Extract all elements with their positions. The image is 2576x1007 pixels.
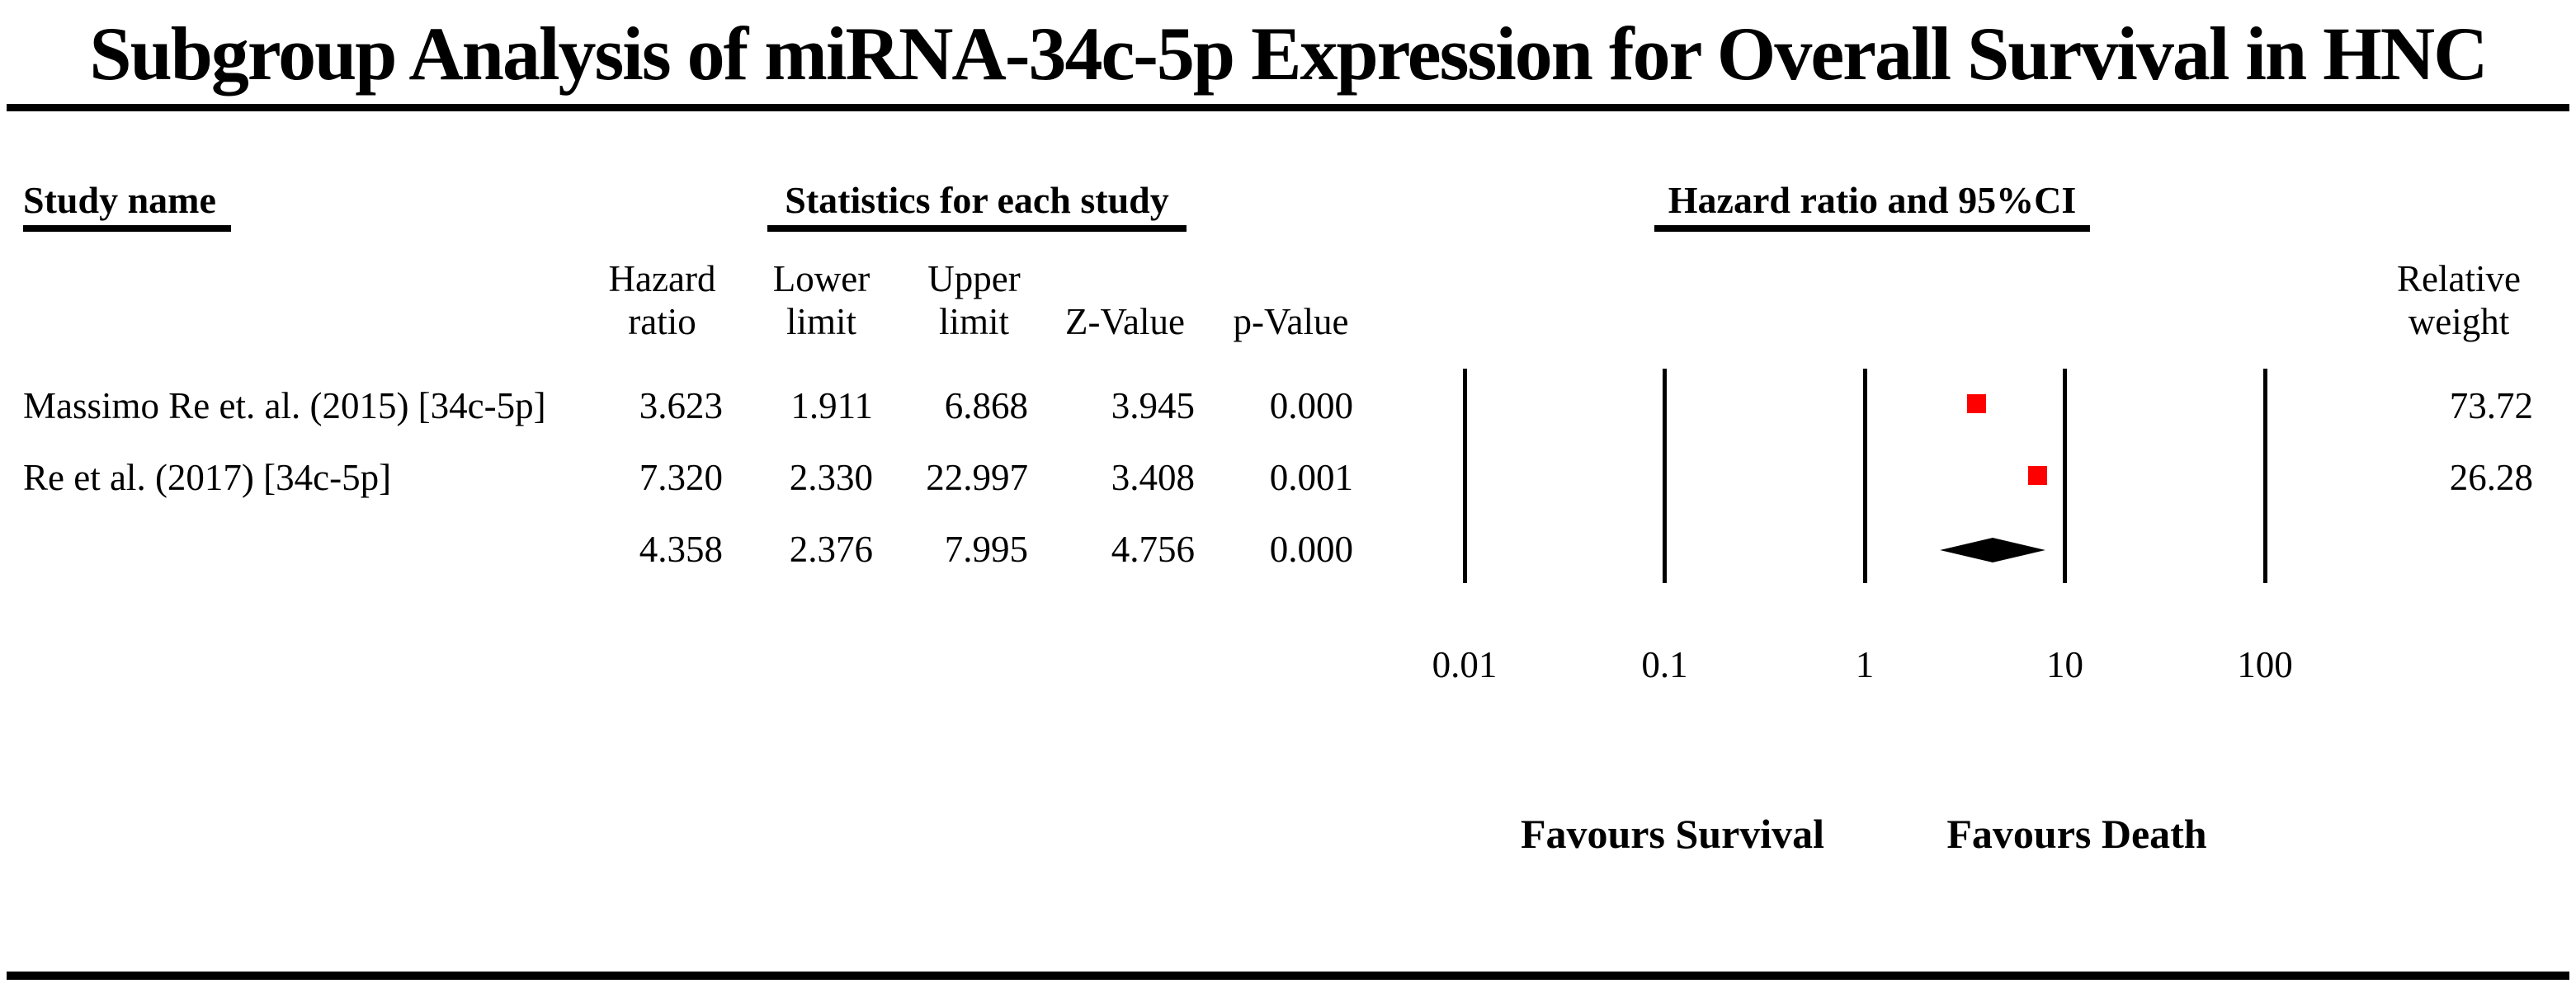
figure-title: Subgroup Analysis of miRNA-34c-5p Expres… [89, 12, 2488, 96]
column-header-p-value: p-Value [1233, 301, 1349, 342]
axis-tick-label: 10 [2046, 644, 2083, 685]
study-name: Massimo Re et. al. (2015) [34c-5p] [23, 385, 546, 426]
lower-limit-value: 1.911 [790, 385, 873, 426]
upper-limit-value: 22.997 [926, 457, 1028, 498]
axis-tick-label: 0.1 [1641, 644, 1688, 685]
summary-diamond [1940, 538, 2045, 562]
hazard-ratio-value: 7.320 [639, 457, 723, 498]
p-value: 0.000 [1269, 385, 1353, 426]
axis-line [1462, 369, 1467, 583]
column-header-z-value: Z-Value [1065, 301, 1185, 342]
favours-survival-label: Favours Survival [1520, 811, 1825, 857]
upper-limit-value: 6.868 [944, 385, 1028, 426]
axis-tick-label: 1 [1855, 644, 1875, 685]
z-value: 4.756 [1111, 529, 1195, 570]
lower-limit-value: 2.330 [789, 457, 873, 498]
hazard-ratio-value: 4.358 [639, 529, 723, 570]
column-header-upper-limit: Upper limit [927, 258, 1021, 342]
column-header-hazard-ratio: Hazard ratio [608, 258, 716, 342]
p-value: 0.001 [1269, 457, 1353, 498]
column-header-lower-limit: Lower limit [772, 258, 870, 342]
hazard-ratio-value: 3.623 [639, 385, 723, 426]
study-name: Re et al. (2017) [34c-5p] [23, 457, 392, 498]
axis-tick-label: 0.01 [1432, 644, 1498, 685]
study-marker [1967, 393, 1987, 413]
study-name-header: Study name [23, 178, 231, 232]
upper-limit-value: 7.995 [944, 529, 1028, 570]
relative-weight-value: 73.72 [2449, 385, 2533, 426]
z-value: 3.945 [1111, 385, 1195, 426]
axis-line [1862, 369, 1867, 583]
title-divider-line [7, 104, 2569, 111]
relative-weight-header: Relative weight [2397, 258, 2521, 342]
p-value: 0.000 [1269, 529, 1353, 570]
favours-death-label: Favours Death [1946, 811, 2207, 857]
axis-line [2262, 369, 2267, 583]
relative-weight-value: 26.28 [2449, 457, 2533, 498]
axis-line [2063, 369, 2067, 583]
axis-line [1663, 369, 1667, 583]
axis-tick-label: 100 [2237, 644, 2293, 685]
z-value: 3.408 [1111, 457, 1195, 498]
hazard-ratio-ci-header: Hazard ratio and 95%CI [1654, 178, 2090, 232]
study-marker [2028, 465, 2048, 485]
bottom-border-line [7, 972, 2569, 980]
lower-limit-value: 2.376 [789, 529, 873, 570]
statistics-header: Statistics for each study [767, 178, 1187, 232]
